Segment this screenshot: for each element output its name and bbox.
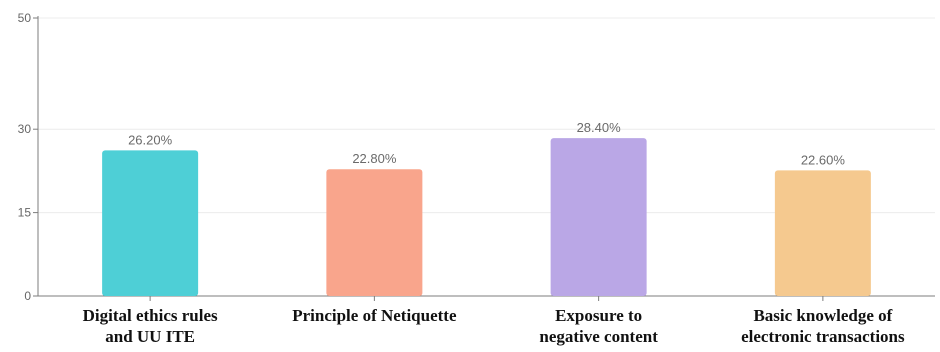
bar-data-label: 28.40% xyxy=(577,120,622,135)
category-label: Principle of Netiquette xyxy=(292,306,457,325)
category-label: negative content xyxy=(539,327,658,346)
y-tick-label: 0 xyxy=(24,289,31,303)
y-tick-label: 30 xyxy=(18,122,32,136)
bar-data-label: 22.60% xyxy=(801,152,846,167)
bar xyxy=(774,170,871,296)
category-label: electronic transactions xyxy=(741,327,905,346)
bar-data-label: 22.80% xyxy=(352,151,397,166)
y-tick-label: 50 xyxy=(18,11,32,25)
bar-data-label: 26.20% xyxy=(128,132,173,147)
bar xyxy=(102,150,199,296)
bar xyxy=(326,169,423,296)
category-label: Basic knowledge of xyxy=(753,306,892,325)
category-label: Digital ethics rules xyxy=(83,306,218,325)
y-tick-label: 15 xyxy=(18,206,32,220)
category-label: Exposure to xyxy=(555,306,642,325)
bar xyxy=(550,138,647,296)
category-label: and UU ITE xyxy=(105,327,195,346)
